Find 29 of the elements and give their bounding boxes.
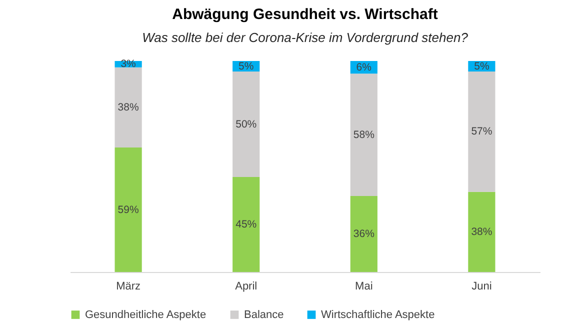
data-label: 59% — [118, 204, 139, 216]
data-label: 57% — [471, 126, 492, 138]
data-label: 50% — [236, 118, 257, 130]
bar — [468, 192, 496, 272]
x-tick-label: April — [235, 280, 258, 292]
bar — [232, 72, 260, 178]
bar — [350, 74, 378, 196]
data-label: 38% — [118, 101, 139, 114]
legend-label: Balance — [244, 308, 284, 321]
bar — [114, 67, 142, 148]
chart-subtitle: Was sollte bei der Corona-Krise im Vordergrund stehen? — [142, 30, 469, 46]
bar — [232, 177, 260, 272]
legend-label: Gesundheitliche Aspekte — [85, 308, 206, 321]
data-label: 36% — [353, 228, 374, 240]
x-tick-label: Juni — [472, 280, 492, 292]
bar — [350, 196, 378, 272]
data-label: 3% — [120, 58, 136, 70]
legend-label: Wirtschaftliche Aspekte — [321, 308, 435, 321]
data-label: 38% — [471, 226, 492, 238]
data-label: 58% — [353, 128, 374, 141]
data-label: 5% — [474, 60, 490, 72]
data-label: 5% — [238, 60, 254, 72]
data-label: 6% — [356, 61, 372, 74]
x-tick-label: Mai — [355, 280, 373, 292]
chart-title: Abwägung Gesundheit vs. Wirtschaft — [172, 6, 438, 24]
x-tick-label: März — [116, 280, 141, 292]
bar — [114, 148, 142, 272]
data-label: 45% — [236, 218, 257, 231]
bar — [468, 72, 496, 192]
